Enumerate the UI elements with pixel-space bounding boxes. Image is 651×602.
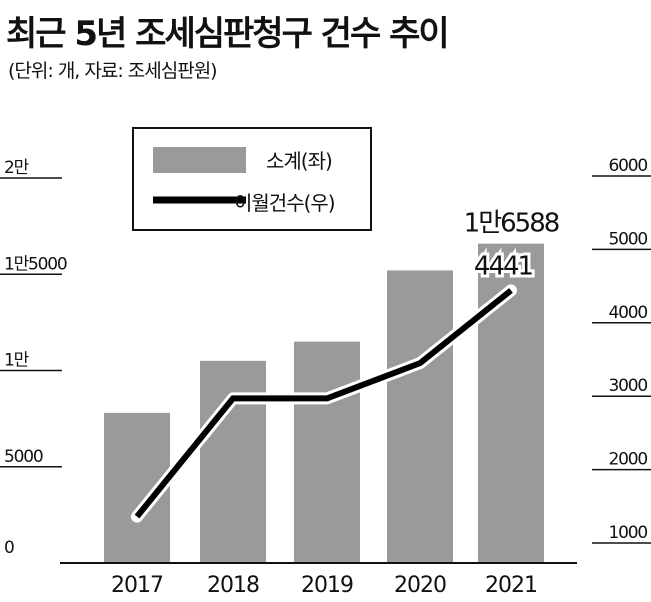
right-tick-label: 1000 [609,523,648,543]
x-tick-label: 2018 [207,573,259,598]
chart-title: 최근 5년 조세심판청구 건수 추이 [6,14,450,54]
legend-label-line: 이월건수(우) [234,191,335,215]
bar-2018 [200,360,266,563]
line-series [131,284,517,523]
right-tick-label: 2000 [609,450,648,470]
x-tick-label: 2019 [301,573,353,598]
x-axis: 2017 2018 2019 2020 2021 [111,573,538,598]
x-tick-label: 2021 [485,573,537,598]
left-tick-label: 2만 [4,158,30,178]
left-axis: 0 5000 1만 1만5000 2만 [0,158,68,558]
annotations: 1만6588 4441 [464,209,561,285]
right-tick-label: 3000 [609,376,648,396]
legend-label-bar: 소계(좌) [266,149,332,173]
chart-subtitle: (단위: 개, 자료: 조세심판원) [8,60,218,82]
legend-box [132,127,372,231]
x-tick-label: 2017 [111,573,163,598]
right-tick-label: 6000 [609,156,648,176]
bar-series [104,243,544,563]
right-axis: 1000 2000 3000 4000 5000 6000 [592,156,651,544]
left-tick-label: 1만5000 [4,254,67,274]
left-tick-label: 5000 [4,447,43,467]
legend: 소계(좌) 이월건수(우) [132,127,372,231]
right-tick-label: 5000 [609,229,648,249]
legend-swatch-bar [153,147,246,173]
bar-value-label-2021: 1만6588 [464,209,559,239]
right-tick-label: 4000 [609,303,648,323]
left-tick-label: 1만 [4,351,30,371]
x-tick-label: 2020 [394,573,446,598]
bar-2019 [294,341,360,563]
line-value-label-2021: 4441 [474,251,533,281]
bar-2020 [387,270,453,563]
left-tick-label: 0 [4,538,14,558]
